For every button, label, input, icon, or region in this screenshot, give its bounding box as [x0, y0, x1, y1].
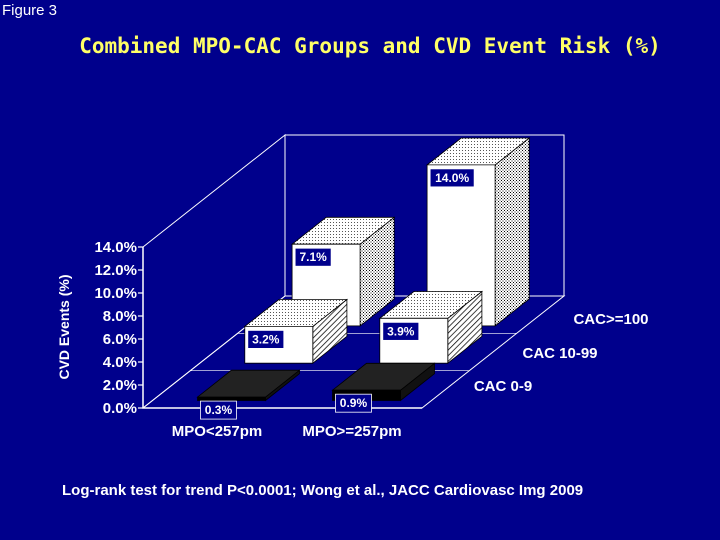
category-label: MPO<257pm	[172, 423, 262, 440]
y-tick-label: 10.0%	[94, 285, 137, 302]
y-tick-label: 14.0%	[94, 239, 137, 256]
y-tick-label: 6.0%	[103, 331, 137, 348]
y-tick-label: 4.0%	[103, 354, 137, 371]
data-label-box	[294, 247, 332, 267]
data-label: 0.9%	[335, 393, 372, 413]
data-label: 0.3%	[200, 400, 237, 420]
data-label: 3.2%	[247, 329, 285, 349]
data-label-text: 7.1%	[299, 250, 327, 264]
series-label: CAC>=100	[573, 311, 648, 328]
figure-label: Figure 3	[2, 2, 58, 19]
side-wall	[142, 133, 286, 410]
footnote: Log-rank test for trend P<0.0001; Wong e…	[62, 482, 584, 499]
data-label-box	[335, 393, 372, 413]
y-tick-label: 12.0%	[94, 262, 137, 279]
data-label-box	[247, 329, 285, 349]
bar-side	[494, 137, 530, 327]
series-label: CAC 0-9	[474, 378, 532, 395]
data-label: 3.9%	[382, 321, 420, 341]
data-label-text: 3.9%	[387, 324, 415, 338]
data-label-text: 0.9%	[340, 396, 368, 410]
data-label: 14.0%	[429, 168, 475, 188]
y-tick-label: 0.0%	[103, 400, 137, 417]
data-label-text: 3.2%	[252, 332, 280, 346]
category-label: MPO>=257pm	[302, 423, 401, 440]
data-label: 7.1%	[294, 247, 332, 267]
data-label-box	[200, 400, 237, 420]
data-label-text: 14.0%	[435, 171, 469, 185]
data-label-text: 0.3%	[205, 403, 233, 417]
series-label: CAC 10-99	[522, 345, 597, 362]
y-tick-label: 8.0%	[103, 308, 137, 325]
y-tick-label: 2.0%	[103, 377, 137, 394]
chart-title: Combined MPO-CAC Groups and CVD Event Ri…	[79, 34, 661, 58]
bar-front	[197, 396, 266, 401]
y-axis-title: CVD Events (%)	[56, 274, 72, 379]
data-label-box	[382, 321, 420, 341]
data-label-box	[429, 168, 475, 188]
